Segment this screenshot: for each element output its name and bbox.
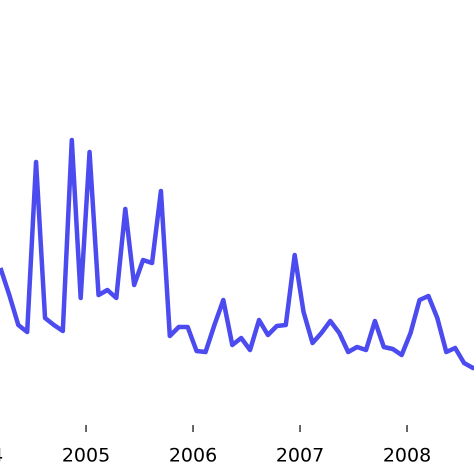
- x-tick-label: 2007: [276, 445, 324, 467]
- x-tick-label: 2008: [383, 445, 431, 467]
- x-tick-label: 2005: [62, 445, 110, 467]
- line-series: [0, 137, 474, 371]
- x-tick-label: 2006: [169, 445, 217, 467]
- x-tick-label: 2004: [0, 445, 3, 467]
